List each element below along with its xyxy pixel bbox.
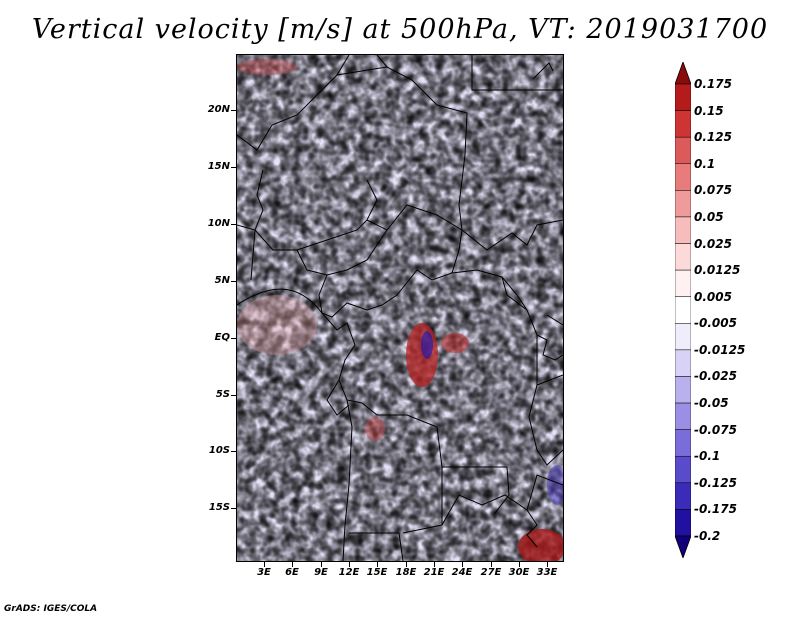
lon-label-6e: 6E [285, 567, 299, 578]
lon-tick [349, 562, 350, 567]
lat-label-10n: 10N [207, 218, 230, 229]
colorbar-swatch [675, 349, 691, 377]
colorbar-swatch [675, 243, 691, 271]
lat-tick [231, 395, 236, 396]
lon-tick [406, 562, 407, 567]
colorbar-level-label: -0.175 [694, 502, 737, 517]
colorbar-swatch [675, 269, 691, 297]
lat-label-10s: 10S [208, 445, 230, 456]
lon-label-12e: 12E [338, 567, 360, 578]
lon-tick [519, 562, 520, 567]
lat-label-5s: 5S [215, 389, 230, 400]
lat-label-15s: 15S [208, 502, 230, 513]
lat-tick [231, 224, 236, 225]
colorbar-level-label: -0.05 [694, 396, 729, 411]
lon-label-18e: 18E [395, 567, 417, 578]
lon-label-15e: 15E [366, 567, 388, 578]
lat-tick [231, 281, 236, 282]
colorbar-top-arrow [675, 62, 691, 85]
lon-tick [377, 562, 378, 567]
lon-tick [292, 562, 293, 567]
lon-label-33e: 33E [536, 567, 558, 578]
credit-text: GrADS: IGES/COLA [4, 604, 98, 614]
lon-label-30e: 30E [508, 567, 530, 578]
map-panel [236, 54, 564, 562]
colorbar-swatch [675, 136, 691, 165]
colorbar-level-label: 0.005 [694, 289, 732, 304]
colorbar-level-label: -0.1 [694, 449, 721, 464]
lon-label-3e: 3E [257, 567, 271, 578]
colorbar-level-label: -0.075 [694, 422, 737, 437]
lon-tick [434, 562, 435, 567]
velocity-field [237, 55, 563, 561]
colorbar-swatch [675, 429, 691, 457]
colorbar-level-label: 0.075 [694, 183, 732, 198]
colorbar-bottom-arrow [675, 535, 691, 558]
chart-title: Vertical velocity [m/s] at 500hPa, VT: 2… [31, 14, 769, 45]
lat-label-20n: 20N [207, 104, 230, 115]
colorbar-level-label: 0.125 [694, 130, 732, 145]
colorbar-level-label: -0.025 [694, 369, 737, 384]
lat-tick [231, 451, 236, 452]
colorbar-swatch [675, 163, 691, 191]
colorbar-level-label: -0.0125 [694, 342, 746, 357]
colorbar-level-label: 0.175 [694, 77, 732, 91]
lat-label-5n: 5N [214, 275, 230, 286]
colorbar-level-label: -0.005 [694, 316, 737, 331]
colorbar-level-label: 0.0125 [694, 263, 741, 278]
lon-tick [321, 562, 322, 567]
colorbar-swatch [675, 110, 691, 138]
colorbar-level-label: -0.125 [694, 475, 737, 490]
colorbar-swatch [675, 216, 691, 244]
lat-label-eq: EQ [214, 332, 230, 343]
colorbar-swatch [675, 455, 691, 484]
lon-label-24e: 24E [451, 567, 473, 578]
colorbar-level-label: 0.15 [694, 103, 724, 118]
colorbar-swatch [675, 83, 691, 111]
colorbar-level-label: 0.05 [694, 209, 724, 224]
lat-tick [231, 508, 236, 509]
lat-label-15n: 15N [207, 161, 230, 172]
colorbar-level-label: 0.025 [694, 236, 732, 251]
lon-label-21e: 21E [423, 567, 445, 578]
lon-tick [462, 562, 463, 567]
lat-tick [231, 167, 236, 168]
lat-tick [231, 110, 236, 111]
colorbar-swatch [675, 482, 691, 510]
lon-tick [264, 562, 265, 567]
colorbar-level-label: -0.2 [694, 529, 721, 543]
colorbar-level-label: 0.1 [694, 156, 716, 171]
lon-tick [491, 562, 492, 567]
lon-tick [547, 562, 548, 567]
colorbar-swatch [675, 190, 691, 218]
lon-label-9e: 9E [314, 567, 328, 578]
colorbar-swatch [675, 376, 691, 404]
colorbar-swatch [675, 509, 691, 537]
colorbar-swatch [675, 296, 691, 324]
lon-label-27e: 27E [480, 567, 502, 578]
colorbar-swatch [675, 402, 691, 430]
colorbar-swatch [675, 323, 691, 351]
lat-tick [231, 338, 236, 339]
colorbar [675, 62, 691, 558]
